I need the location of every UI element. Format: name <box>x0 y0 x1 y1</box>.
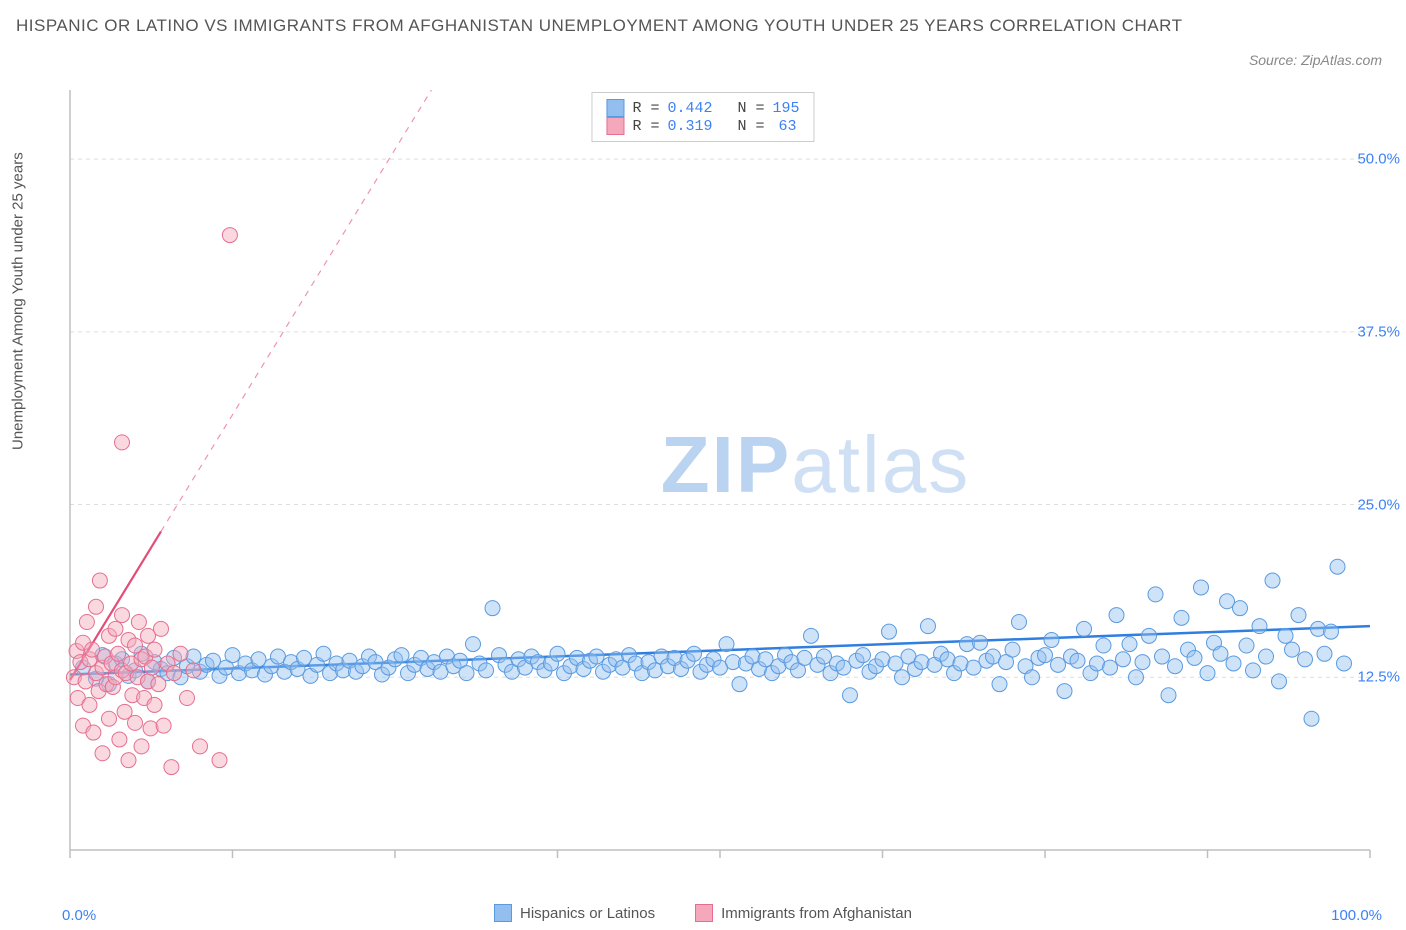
bottom-legend-item-afghan: Immigrants from Afghanistan <box>695 904 912 922</box>
bottom-legend: Hispanics or Latinos Immigrants from Afg… <box>494 904 912 922</box>
y-tick-label: 37.5% <box>1357 323 1400 340</box>
chart-title: HISPANIC OR LATINO VS IMMIGRANTS FROM AF… <box>16 12 1206 39</box>
bottom-label-hispanics: Hispanics or Latinos <box>520 905 655 922</box>
source-label: Source: ZipAtlas.com <box>1249 52 1382 68</box>
stats-legend: R = 0.442 N = 195 R = 0.319 N = 63 <box>591 92 814 142</box>
y-tick-label: 25.0% <box>1357 496 1400 513</box>
bottom-swatch-hispanics <box>494 904 512 922</box>
chart-area <box>60 90 1380 860</box>
legend-r-label: R = <box>632 118 659 135</box>
x-axis-min-label: 0.0% <box>62 907 96 924</box>
legend-row-hispanics: R = 0.442 N = 195 <box>606 99 799 117</box>
bottom-swatch-afghan <box>695 904 713 922</box>
y-tick-label: 50.0% <box>1357 151 1400 168</box>
bottom-label-afghan: Immigrants from Afghanistan <box>721 905 912 922</box>
legend-swatch-hispanics <box>606 99 624 117</box>
legend-n-value-hispanics: 195 <box>773 100 800 117</box>
legend-row-afghan: R = 0.319 N = 63 <box>606 117 799 135</box>
scatter-chart <box>60 90 1380 860</box>
legend-n-label: N = <box>738 100 765 117</box>
legend-r-value-hispanics: 0.442 <box>667 100 712 117</box>
y-tick-label: 12.5% <box>1357 669 1400 686</box>
legend-r-label: R = <box>632 100 659 117</box>
x-axis-max-label: 100.0% <box>1331 907 1382 924</box>
bottom-legend-item-hispanics: Hispanics or Latinos <box>494 904 655 922</box>
legend-n-label: N = <box>738 118 765 135</box>
legend-r-value-afghan: 0.319 <box>667 118 712 135</box>
legend-n-value-afghan: 63 <box>773 118 797 135</box>
y-axis-label: Unemployment Among Youth under 25 years <box>10 152 27 450</box>
legend-swatch-afghan <box>606 117 624 135</box>
